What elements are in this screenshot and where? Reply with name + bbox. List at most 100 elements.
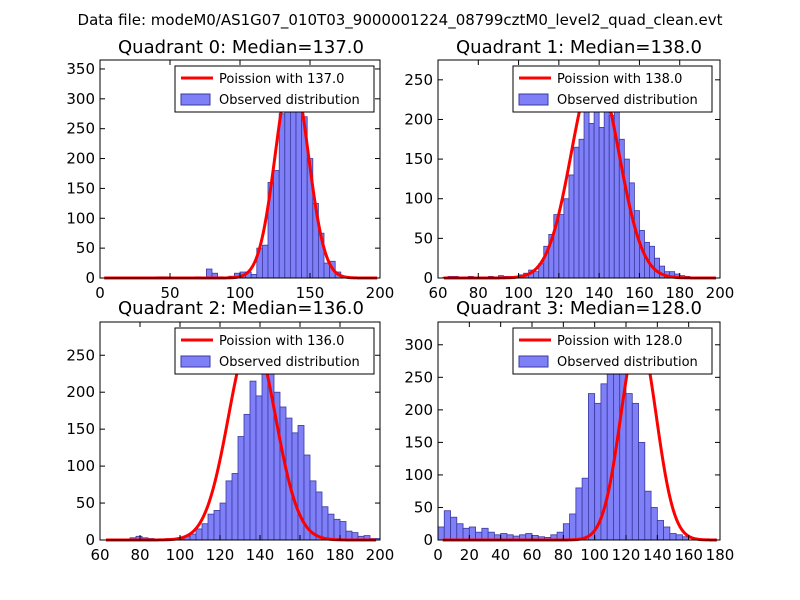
y-tick-label: 300	[404, 336, 433, 354]
x-tick-label: 100	[580, 546, 609, 564]
histogram-bar	[225, 480, 233, 541]
histogram-bar	[201, 523, 209, 541]
y-tick-label: 100	[404, 190, 433, 208]
x-tick-label: 200	[366, 284, 395, 302]
histogram-bar	[327, 513, 335, 541]
histogram-bar	[628, 182, 635, 279]
plot-area: 0 50 100 150 200 0 50 100 150 200 250 300 350	[66, 59, 395, 302]
histogram-bar	[450, 516, 458, 541]
legend-label-poisson: Poission with 128.0	[557, 334, 682, 349]
x-tick-label: 60	[522, 546, 541, 564]
x-tick-label: 150	[296, 284, 325, 302]
histogram-bar	[563, 198, 570, 279]
x-tick-label: 180	[706, 546, 735, 564]
y-tick-label: 350	[66, 60, 95, 78]
legend: Poission with 137.0 Observed distributio…	[174, 65, 375, 113]
histogram-bar	[255, 395, 263, 541]
histogram-bar	[207, 513, 215, 541]
y-tick-label: 50	[76, 239, 95, 257]
histogram-bar	[562, 523, 571, 541]
histogram-bar	[339, 521, 347, 541]
x-tick-label: 0	[433, 546, 443, 564]
histogram-bar	[195, 528, 203, 541]
panel-title: Quadrant 2: Median=136.0	[118, 298, 364, 319]
histogram-bar	[315, 491, 323, 541]
histogram-bar	[468, 526, 476, 541]
histogram-bar	[456, 523, 464, 541]
x-tick-label: 60	[90, 546, 109, 564]
y-tick-label: 150	[404, 150, 433, 168]
x-tick-label: 160	[674, 546, 703, 564]
histogram-bar	[261, 362, 269, 541]
histogram-bar	[593, 83, 600, 279]
histogram-bar	[568, 174, 575, 279]
legend-label-poisson: Poission with 137.0	[219, 72, 344, 87]
legend-bar-swatch	[180, 93, 211, 106]
y-tick-label: 150	[66, 179, 95, 197]
figure-suptitle: Data file: modeM0/AS1G07_010T03_90000012…	[78, 11, 723, 30]
x-tick-label: 140	[643, 546, 672, 564]
panel-quadrant-1: Quadrant 1: Median=138.0 60 80 100 120 140 16…	[404, 37, 734, 302]
histogram-bar	[598, 126, 605, 279]
histogram-bar	[250, 274, 258, 279]
histogram-bar	[279, 406, 287, 541]
x-tick-label: 160	[286, 546, 315, 564]
histogram-bar	[295, 92, 302, 279]
y-tick-label: 50	[414, 229, 433, 247]
x-tick-label: 0	[95, 284, 105, 302]
histogram-bar	[608, 115, 615, 279]
legend: Poission with 128.0 Observed distributio…	[512, 327, 713, 375]
x-tick-label: 180	[665, 284, 694, 302]
histogram-bar	[631, 402, 639, 541]
histogram-bar	[284, 98, 291, 279]
histogram-bar	[321, 506, 329, 541]
plot-area: 0 20 40 60 80 100 120 140 160 1800501001502002503…	[404, 321, 735, 564]
y-tick-label: 0	[85, 269, 95, 287]
histogram-bar	[237, 436, 245, 541]
x-tick-label: 160	[625, 284, 654, 302]
panel-quadrant-0: Quadrant 0: Median=137.0 0 50 100 150 200 0 50…	[66, 37, 394, 302]
legend-label-poisson: Poission with 138.0	[557, 72, 682, 87]
y-tick-label: 300	[66, 90, 95, 108]
legend: Poission with 138.0 Observed distributio…	[512, 65, 713, 113]
histogram-bar	[573, 146, 580, 279]
legend-label-observed: Observed distribution	[557, 355, 698, 370]
y-tick-label: 250	[66, 120, 95, 138]
histogram-bar	[625, 393, 633, 541]
panel-title: Quadrant 1: Median=138.0	[456, 37, 702, 58]
histogram-bar	[569, 513, 577, 541]
histogram-bar	[644, 490, 652, 541]
x-tick-label: 100	[226, 284, 255, 302]
x-tick-label: 200	[706, 284, 735, 302]
y-tick-label: 100	[404, 466, 433, 484]
panel-quadrant-2: Quadrant 2: Median=136.0 60 80 100 120 140 16…	[66, 298, 394, 564]
x-tick-label: 140	[585, 284, 614, 302]
histogram-bar	[333, 518, 341, 541]
panel-title: Quadrant 0: Median=137.0	[118, 37, 364, 58]
histogram-bar	[249, 380, 257, 541]
legend-label-observed: Observed distribution	[557, 93, 698, 108]
y-tick-label: 0	[423, 531, 433, 549]
legend: Poission with 136.0 Observed distributio…	[174, 327, 375, 375]
histogram-bar	[437, 526, 445, 541]
histogram-bar	[606, 357, 614, 541]
panel-quadrant-3: Quadrant 3: Median=128.0 0 20 40 60 80 100 120…	[404, 298, 734, 564]
histogram-bar	[558, 214, 565, 279]
histogram-bar	[443, 510, 451, 541]
histogram-bar	[231, 473, 239, 541]
histogram-bar	[656, 520, 665, 541]
x-tick-label: 120	[545, 284, 574, 302]
x-tick-label: 40	[491, 546, 510, 564]
x-tick-label: 120	[206, 546, 235, 564]
x-tick-label: 20	[460, 546, 479, 564]
y-tick-label: 250	[404, 71, 433, 89]
y-tick-label: 100	[66, 457, 95, 475]
legend-bar-swatch	[518, 93, 549, 106]
histogram-bar	[669, 533, 677, 541]
histogram-bar	[323, 262, 330, 279]
y-tick-label: 250	[404, 368, 433, 386]
histogram-bar	[581, 477, 589, 541]
histogram-bar	[273, 170, 280, 279]
y-tick-label: 0	[85, 531, 95, 549]
histogram-bar	[623, 158, 630, 279]
